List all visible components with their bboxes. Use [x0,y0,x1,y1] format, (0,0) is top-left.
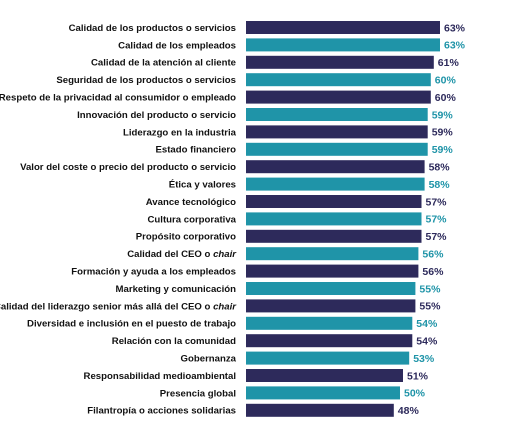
bar-14 [246,264,419,278]
category-label-3: Seguridad de los productos o servicios [56,75,236,86]
category-label-15: Marketing y comunicación [116,284,237,295]
category-label-19: Gobernanza [181,354,237,365]
category-label-17: Diversidad e inclusión en el puesto de t… [27,319,236,330]
bar-8 [246,160,425,174]
value-label-1: 63% [444,40,466,52]
value-label-16: 55% [419,301,441,313]
bar-13 [246,247,419,261]
value-label-11: 57% [426,214,448,226]
value-label-17: 54% [416,318,438,330]
bar-5 [246,108,428,121]
bar-19 [246,351,410,365]
value-label-7: 59% [432,144,454,156]
bar-7 [246,142,428,156]
category-label-14: Formación y ayuda a los empleados [71,267,236,278]
bar-17 [246,316,413,330]
category-label-2: Calidad de la atención al cliente [91,58,236,69]
bar-18 [246,334,413,348]
bar-12 [246,229,422,243]
category-label-6: Liderazgo en la industria [123,127,237,138]
bar-3 [246,73,431,87]
bar-22 [246,403,394,417]
value-label-20: 51% [407,370,429,382]
category-label-13: Calidad del CEO o chair [127,249,237,260]
category-label-20: Responsabilidad medioambiental [84,371,236,382]
bar-2 [246,55,434,69]
category-label-7: Estado financiero [156,145,237,156]
bar-6 [246,125,428,139]
value-label-0: 63% [444,22,466,34]
category-label-8: Valor del coste o precio del producto o … [20,162,236,173]
category-label-18: Relación con la comunidad [112,336,236,347]
bar-10 [246,195,422,208]
value-label-12: 57% [426,231,448,243]
category-label-21: Presencia global [160,388,236,399]
bar-15 [246,282,416,295]
category-label-10: Avance tecnológico [146,197,236,208]
bar-16 [246,299,416,313]
category-label-22: Filantropía o acciones solidarias [87,406,236,417]
category-label-12: Propósito corporativo [136,232,236,243]
value-label-13: 56% [422,249,444,261]
bar-11 [246,212,422,226]
bar-21 [246,386,400,400]
value-label-8: 58% [429,162,451,174]
category-label-16: Calidad del liderazgo senior más allá de… [0,301,237,312]
value-labels: 63% 63% 61% 60% 60% 59% 59% 59% 58% 58% 57% 57% 57% 5… [398,22,466,417]
bar-9 [246,177,425,191]
bar-4 [246,90,431,104]
category-label-5: Innovación del producto o servicio [77,110,236,121]
value-label-19: 53% [413,353,435,365]
bars [246,21,440,417]
value-label-18: 54% [416,336,438,348]
bar-20 [246,369,403,382]
value-label-10: 57% [426,196,448,208]
value-label-3: 60% [435,75,457,87]
value-label-2: 61% [438,57,460,69]
category-label-9: Ética y valores [169,179,236,191]
category-labels: Calidad de los productos o servicios Cali… [0,23,237,417]
category-label-11: Cultura corporativa [148,214,237,225]
category-label-1: Calidad de los empleados [118,40,236,51]
category-label-4: Respeto de la privacidad al consumidor o… [0,93,236,104]
bar-0 [246,21,440,34]
category-label-0: Calidad de los productos o servicios [69,23,236,34]
value-label-5: 59% [432,109,454,121]
value-label-22: 48% [398,405,420,417]
value-label-14: 56% [422,266,444,278]
value-label-6: 59% [432,127,454,139]
value-label-21: 50% [404,388,426,400]
value-label-9: 58% [429,179,451,191]
value-label-15: 55% [419,283,441,295]
bar-1 [246,38,440,52]
value-label-4: 60% [435,92,457,104]
